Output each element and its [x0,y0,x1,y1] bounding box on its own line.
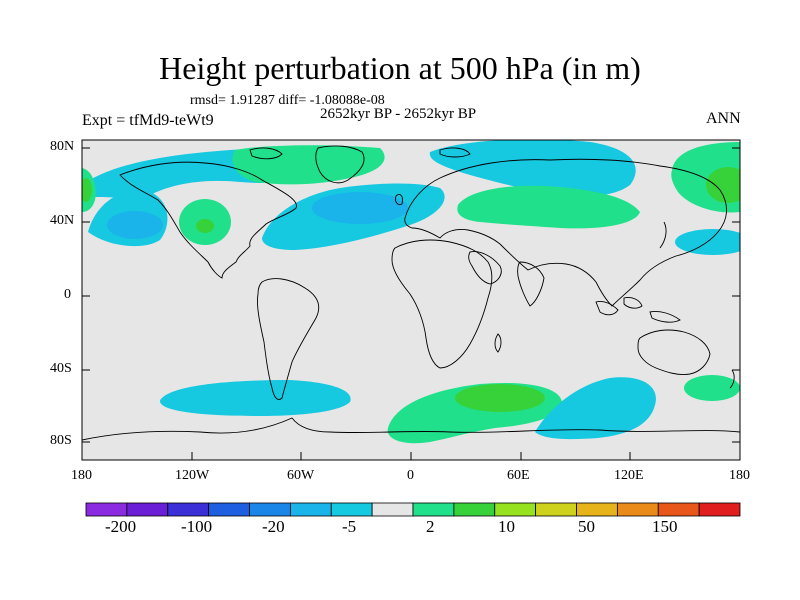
lon-tick-label: 180 [71,468,92,483]
lon-tick-label: 60W [287,468,315,483]
colorbar-label: 2 [426,517,435,536]
lon-tick-label: 0 [407,468,414,483]
lat-tick-label: 40S [50,361,72,376]
colorbar-swatch [249,502,291,517]
latitude-ticks [82,147,740,443]
negative-region-siberia [429,140,636,197]
colorbar-swatch [126,502,169,517]
negative-region-south-pacific [160,380,351,416]
positive-region-eurasia [457,185,640,229]
longitude-ticks [81,452,741,460]
colorbar-swatch [616,502,659,517]
lat-tick-label: 40N [50,213,75,228]
experiment-label: Expt = tfMd9-teWt9 [82,112,214,129]
colorbar-swatch [208,502,250,517]
colorbar-label: -20 [262,517,285,536]
colorbar-swatch [494,502,537,517]
lat-tick-label: 80S [50,433,72,448]
lat-tick-label: 80N [50,139,75,154]
colorbar-swatch [698,502,741,517]
colorbar-label: 10 [498,517,515,536]
colorbar-label: -5 [342,517,357,536]
positive-core-western-na [196,219,214,233]
colorbar-swatch [289,502,332,517]
positive-core-south-indian [455,384,545,412]
negative-core-north-atlantic [312,192,408,224]
colorbar-swatch [85,502,128,517]
colorbar-label: 50 [578,517,595,536]
negative-region-southeast-indian [535,377,656,440]
rmsd-diff-line: rmsd= 1.91287 diff= -1.08088e-08 [190,93,385,108]
colorbar-label: 150 [652,517,678,536]
positive-region-tasman [684,375,740,401]
colorbar [85,502,741,517]
colorbar-swatch [657,502,700,517]
colorbar-swatch [453,502,496,517]
colorbar-swatch [330,502,373,517]
coastlines [82,145,740,441]
colorbar-label: -200 [105,517,137,536]
colorbar-swatch [371,502,414,517]
lon-tick-label: 60E [507,468,530,483]
colorbar-swatch [167,502,210,517]
positive-core-far-east [706,167,740,203]
lon-tick-label: 120E [614,468,644,483]
negative-core-northeast-pacific [107,211,163,239]
season-label: ANN [706,110,741,127]
positive-core-west-edge [82,178,92,202]
colorbar-swatch [535,502,577,517]
time-period: 2652kyr BP - 2652kyr BP [320,106,477,122]
map-panel [82,140,740,460]
lon-tick-label: 180 [729,468,750,483]
colorbar-swatch [576,502,618,517]
lon-tick-label: 120W [175,468,210,483]
colorbar-label: -100 [181,517,213,536]
lat-tick-label: 0 [64,287,71,302]
figure-title: Height perturbation at 500 hPa (in m) [159,50,641,86]
positive-region-arctic [232,145,385,185]
colorbar-swatch [412,502,455,517]
